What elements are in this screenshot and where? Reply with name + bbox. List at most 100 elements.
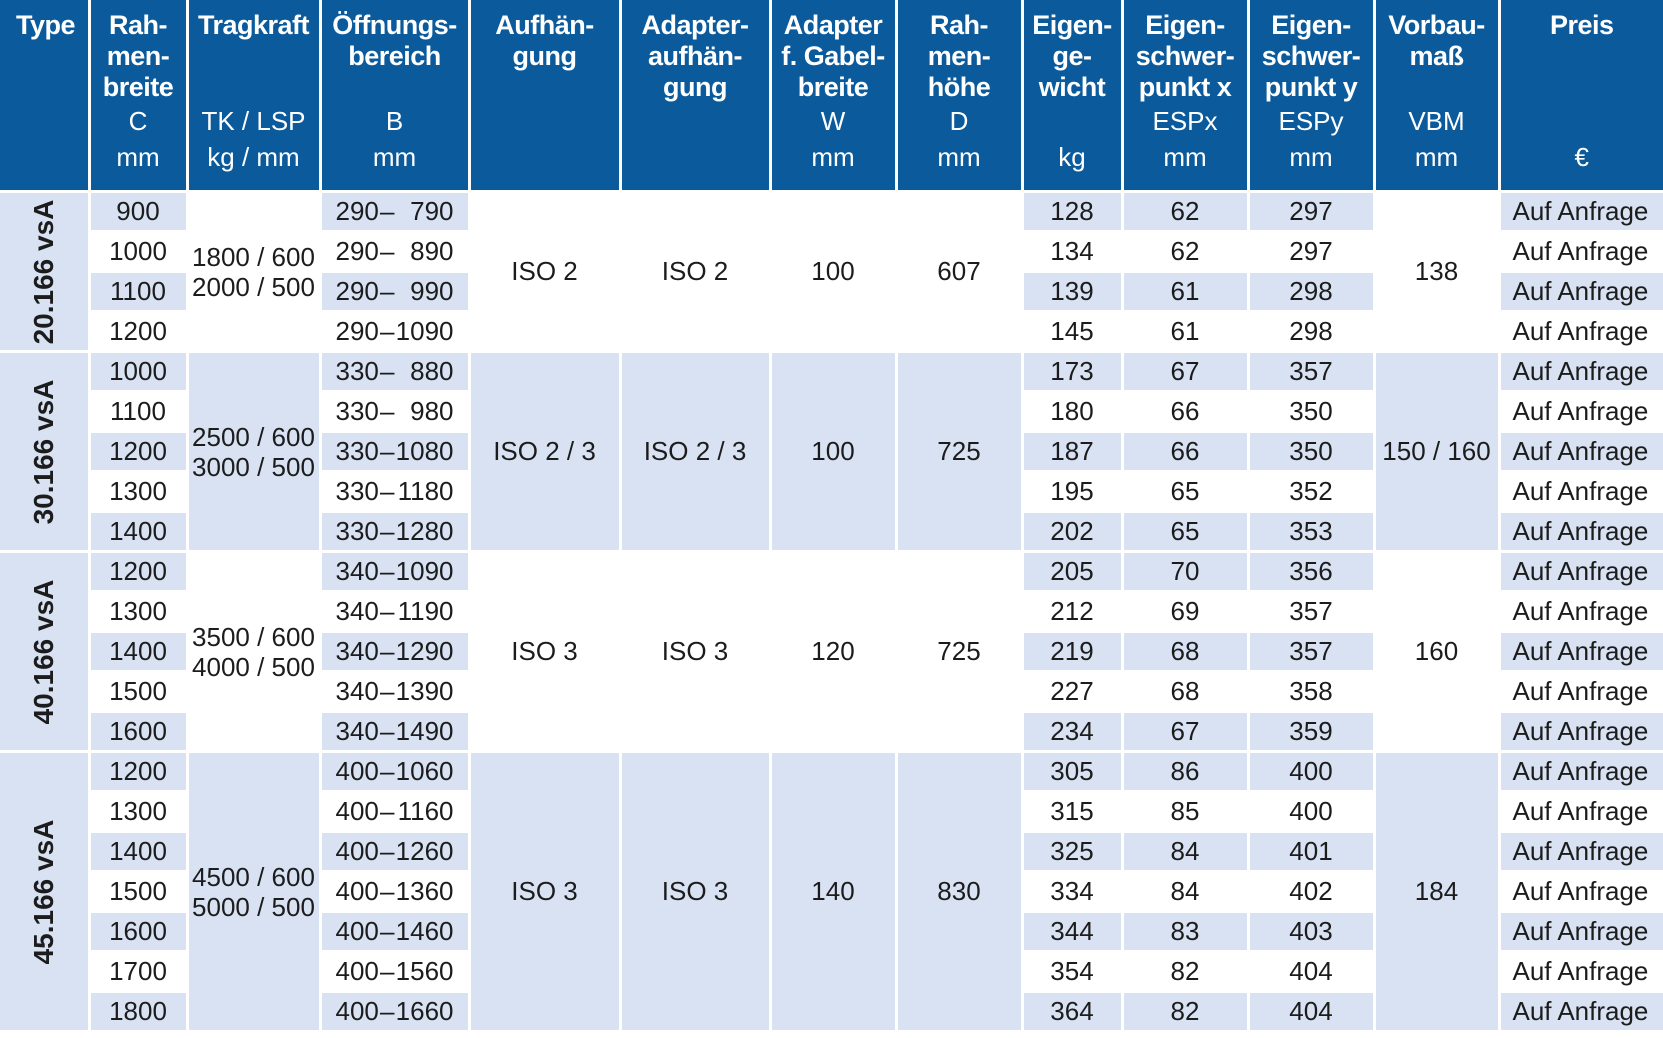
- espy-cell: 400: [1248, 750, 1376, 792]
- range-high: 980: [410, 396, 454, 426]
- espy-cell: 404: [1248, 950, 1376, 992]
- range-dash: –: [379, 996, 395, 1026]
- tragkraft-cell: 2500 / 600 3000 / 500: [187, 350, 322, 552]
- vorbaumass-cell: 138: [1374, 190, 1501, 352]
- range: 340–1390: [336, 676, 454, 707]
- preis-cell: Auf Anfrage: [1499, 830, 1663, 872]
- header-title: Adapter- aufhän- gung: [641, 10, 749, 102]
- espy-cell: 350: [1248, 430, 1376, 472]
- espx-cell: 61: [1122, 270, 1250, 312]
- range-low: 290: [335, 196, 379, 226]
- table-row: 40.166 vsA 1200 3500 / 600 4000 / 500 340–10…: [0, 550, 1663, 752]
- eigengewicht-cell: 364: [1022, 990, 1124, 1030]
- espy-cell: 297: [1248, 230, 1376, 272]
- preis-cell: Auf Anfrage: [1499, 270, 1663, 312]
- espy-cell: 357: [1248, 590, 1376, 632]
- preis-cell: Auf Anfrage: [1499, 350, 1663, 392]
- table-row: 1600 340–1490 234 67 359 Auf Anfrage: [0, 710, 1663, 752]
- espy-cell: 401: [1248, 830, 1376, 872]
- aufhaengung-cell: ISO 3: [469, 550, 622, 752]
- range-high: 790: [410, 196, 454, 226]
- gabelbreite-cell: 100: [770, 190, 898, 352]
- range-high: 1660: [395, 996, 454, 1026]
- table-body: 20.166 vsA 900 1800 / 600 2000 / 500 290–790…: [0, 190, 1663, 1030]
- table-row: 1500 400–1360 334 84 402 Auf Anfrage: [0, 870, 1663, 912]
- type-cell: 30.166 vsA: [0, 350, 91, 552]
- espx-cell: 86: [1122, 750, 1250, 792]
- range: 330–1180: [336, 476, 454, 507]
- range: 330–1280: [336, 516, 454, 547]
- table-row: 1200 290–1090 145 61 298 Auf Anfrage: [0, 310, 1663, 352]
- range: 400–1360: [336, 876, 454, 907]
- header-unit: mm: [1289, 142, 1333, 172]
- type-cell: 40.166 vsA: [0, 550, 91, 752]
- rahmenbreite-cell: 1000: [89, 350, 189, 392]
- range-high: 1280: [395, 516, 454, 546]
- eigengewicht-cell: 344: [1022, 910, 1124, 952]
- range: 340–1490: [336, 716, 454, 747]
- range-dash: –: [379, 796, 395, 826]
- espy-cell: 402: [1248, 870, 1376, 912]
- espy-cell: 297: [1248, 190, 1376, 232]
- type-cell: 45.166 vsA: [0, 750, 91, 1030]
- table-row: 1400 330–1280 202 65 353 Auf Anfrage: [0, 510, 1663, 552]
- oeffnungsbereich-cell: 290–990: [320, 270, 471, 312]
- table-row: 30.166 vsA 1000 2500 / 600 3000 / 500 330–88…: [0, 350, 1663, 552]
- range-low: 400: [335, 796, 379, 826]
- eigengewicht-cell: 234: [1022, 710, 1124, 752]
- preis-cell: Auf Anfrage: [1499, 390, 1663, 432]
- header-cell-rahmenhoehe: Rah- men- höhe D mm: [896, 0, 1024, 192]
- oeffnungsbereich-cell: 400–1060: [320, 750, 471, 792]
- range-high: 1460: [395, 916, 454, 946]
- header-title: Eigen- schwer- punkt y: [1261, 10, 1361, 102]
- espx-cell: 69: [1122, 590, 1250, 632]
- header-unit: kg / mm: [207, 142, 300, 172]
- header-title: Tragkraft: [197, 10, 310, 40]
- eigengewicht-cell: 227: [1022, 670, 1124, 712]
- header-title: Aufhän- gung: [495, 10, 594, 71]
- vorbaumass-cell: 150 / 160: [1374, 350, 1501, 552]
- espx-cell: 62: [1122, 230, 1250, 272]
- rahmenbreite-cell: 1200: [89, 550, 189, 592]
- oeffnungsbereich-cell: 330–1180: [320, 470, 471, 512]
- eigengewicht-cell: 173: [1022, 350, 1124, 392]
- range-dash: –: [379, 356, 395, 386]
- espx-cell: 66: [1122, 390, 1250, 432]
- range: 290–790: [336, 196, 454, 227]
- rahmenhoehe-cell: 725: [896, 550, 1024, 752]
- range-low: 290: [335, 316, 379, 346]
- range-dash: –: [379, 836, 395, 866]
- range-low: 330: [335, 436, 379, 466]
- espx-cell: 84: [1122, 830, 1250, 872]
- range-high: 1260: [395, 836, 454, 866]
- espx-cell: 62: [1122, 190, 1250, 232]
- eigengewicht-cell: 180: [1022, 390, 1124, 432]
- range: 290–890: [336, 236, 454, 267]
- espy-cell: 298: [1248, 270, 1376, 312]
- type-cell: 20.166 vsA: [0, 190, 91, 352]
- range: 290–990: [336, 276, 454, 307]
- oeffnungsbereich-cell: 400–1460: [320, 910, 471, 952]
- range-dash: –: [379, 556, 395, 586]
- header-symbol: ESPx: [1152, 106, 1218, 136]
- table-row: 1300 400–1160 315 85 400 Auf Anfrage: [0, 790, 1663, 832]
- range-low: 340: [335, 596, 379, 626]
- range-high: 890: [410, 236, 454, 266]
- range-high: 1560: [395, 956, 454, 986]
- espx-cell: 83: [1122, 910, 1250, 952]
- preis-cell: Auf Anfrage: [1499, 910, 1663, 952]
- oeffnungsbereich-cell: 400–1160: [320, 790, 471, 832]
- rahmenbreite-cell: 1500: [89, 870, 189, 912]
- preis-cell: Auf Anfrage: [1499, 430, 1663, 472]
- oeffnungsbereich-cell: 330–880: [320, 350, 471, 392]
- rahmenbreite-cell: 1300: [89, 790, 189, 832]
- range-high: 1160: [397, 796, 454, 826]
- tragkraft-value: 2500 / 600: [192, 421, 315, 452]
- aufhaengung-cell: ISO 2: [469, 190, 622, 352]
- header-title: Eigen- ge- wicht: [1032, 10, 1112, 102]
- oeffnungsbereich-cell: 290–1090: [320, 310, 471, 352]
- range: 340–1190: [336, 596, 454, 627]
- adapteraufhaengung-cell: ISO 2: [620, 190, 772, 352]
